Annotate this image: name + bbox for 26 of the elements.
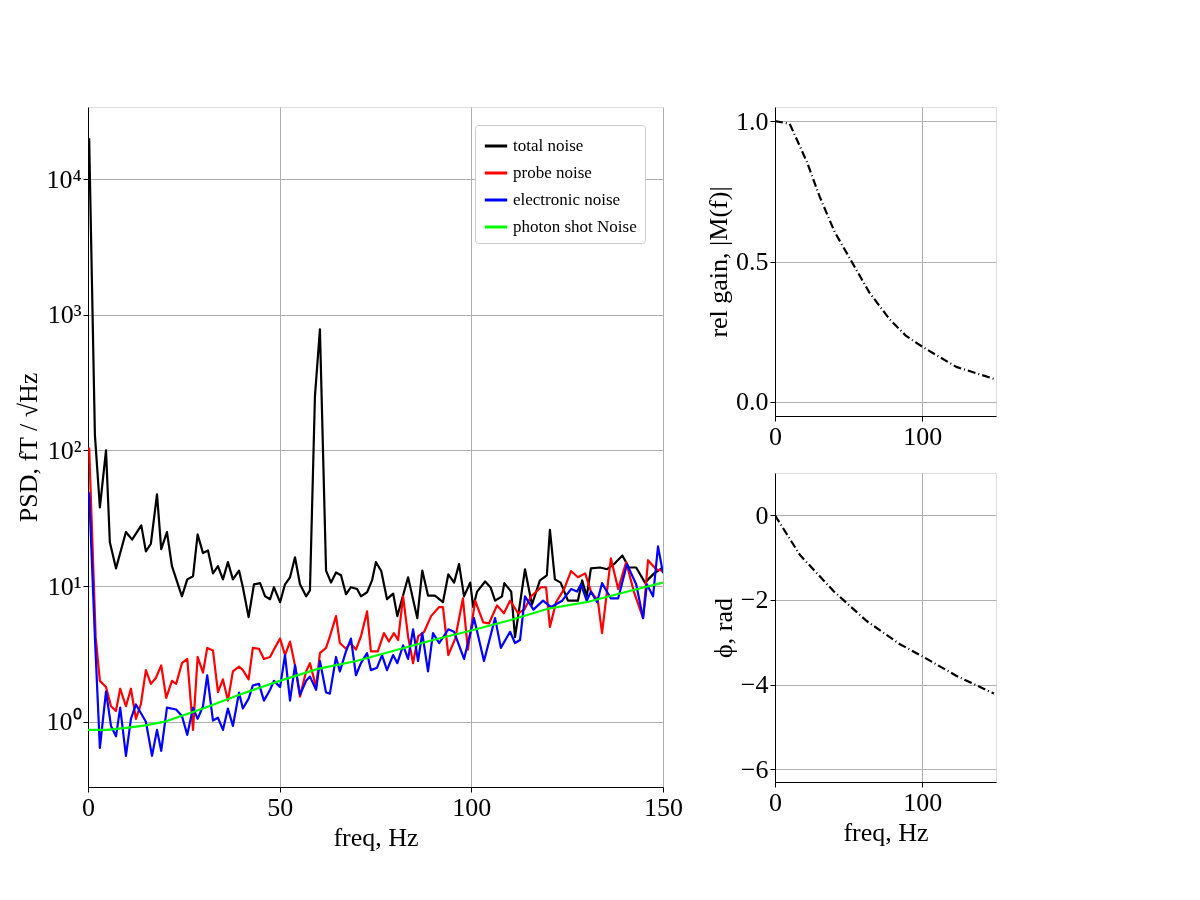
legend-label: electronic noise [513,190,621,209]
x-tick-label: 50 [267,792,294,822]
y-tick-label: 10¹ [47,571,82,601]
y-axis-title: rel gain, |M(f)| [704,186,733,338]
legend-label: probe noise [513,163,592,182]
y-tick-label: 10² [47,435,82,465]
x-axis-title: freq, Hz [843,817,929,847]
y-tick-label: 0 [755,500,769,530]
y-tick-label: −2 [740,585,769,615]
y-tick-label: −4 [740,670,769,700]
y-tick-label: 10³ [47,300,82,330]
y-tick-label: 10⁰ [46,707,82,737]
y-axis-title: PSD, fT / √Hz [14,372,44,523]
legend-label: total noise [513,136,584,155]
legend-label: photon shot Noise [513,217,637,236]
y-axis-title: ϕ, rad [708,598,738,658]
x-tick-label: 100 [903,421,943,451]
y-tick-label: 0.0 [736,387,769,417]
y-tick-label: −6 [740,754,769,784]
y-tick-label: 1.0 [736,106,769,136]
x-tick-label: 100 [903,787,943,817]
x-tick-label: 150 [644,792,683,822]
x-tick-label: 100 [452,792,492,822]
y-tick-label: 10⁴ [46,164,82,194]
x-axis-title: freq, Hz [333,822,419,852]
y-tick-label: 0.5 [736,247,769,276]
